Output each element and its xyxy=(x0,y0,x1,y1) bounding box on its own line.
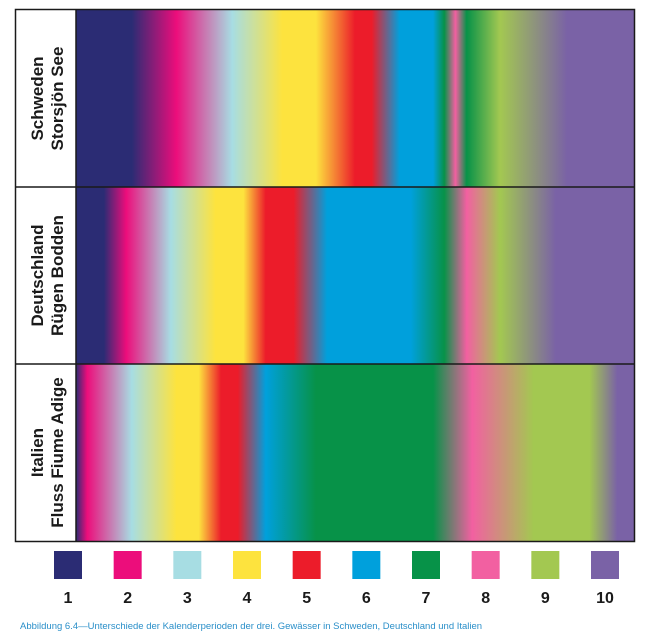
row-label-line1: Deutschland xyxy=(28,224,47,326)
color-legend: 1 2 3 4 5 6 7 8 9 10 xyxy=(54,551,619,607)
row-label-1: SchwedenStorsjön See xyxy=(28,47,67,151)
legend-label-7: 7 xyxy=(422,590,431,607)
legend-swatch-3 xyxy=(173,551,202,579)
chart-bands xyxy=(14,8,636,543)
legend-label-1: 1 xyxy=(64,590,73,607)
legend-swatch-5 xyxy=(292,551,321,579)
legend-swatch-7 xyxy=(412,551,440,579)
row-labels: SchwedenStorsjön See DeutschlandRügen Bod… xyxy=(28,47,67,528)
legend-label-10: 10 xyxy=(596,590,614,607)
legend-swatch-2 xyxy=(113,551,142,579)
figure-caption: Abbildung 6.4—Unterschiede der Kalenderp… xyxy=(20,621,483,632)
row-label-3: ItalienFluss Fiume Adige xyxy=(28,377,67,528)
legend-label-6: 6 xyxy=(362,590,371,607)
legend-swatch-1 xyxy=(54,551,82,579)
row-label-line1: Schweden xyxy=(28,56,47,140)
legend-label-5: 5 xyxy=(302,590,311,607)
row-label-line2: Rügen Bodden xyxy=(48,215,67,336)
band-row-3 xyxy=(76,364,634,541)
legend-swatch-8 xyxy=(471,551,500,579)
chart-frame xyxy=(14,8,636,543)
legend-label-4: 4 xyxy=(243,590,252,607)
legend-swatch-4 xyxy=(233,551,261,579)
row-label-line2: Storsjön See xyxy=(48,47,67,151)
legend-label-8: 8 xyxy=(481,590,490,607)
legend-label-3: 3 xyxy=(183,590,192,607)
band-row-1 xyxy=(76,10,634,187)
legend-label-9: 9 xyxy=(541,590,550,607)
legend-swatch-9 xyxy=(531,551,560,579)
legend-label-2: 2 xyxy=(123,590,132,607)
legend-swatch-6 xyxy=(352,551,381,579)
row-label-line2: Fluss Fiume Adige xyxy=(48,377,67,528)
row-label-2: DeutschlandRügen Bodden xyxy=(28,215,67,336)
band-row-2 xyxy=(76,187,634,364)
row-label-line1: Italien xyxy=(28,428,47,477)
legend-swatch-10 xyxy=(591,551,619,579)
